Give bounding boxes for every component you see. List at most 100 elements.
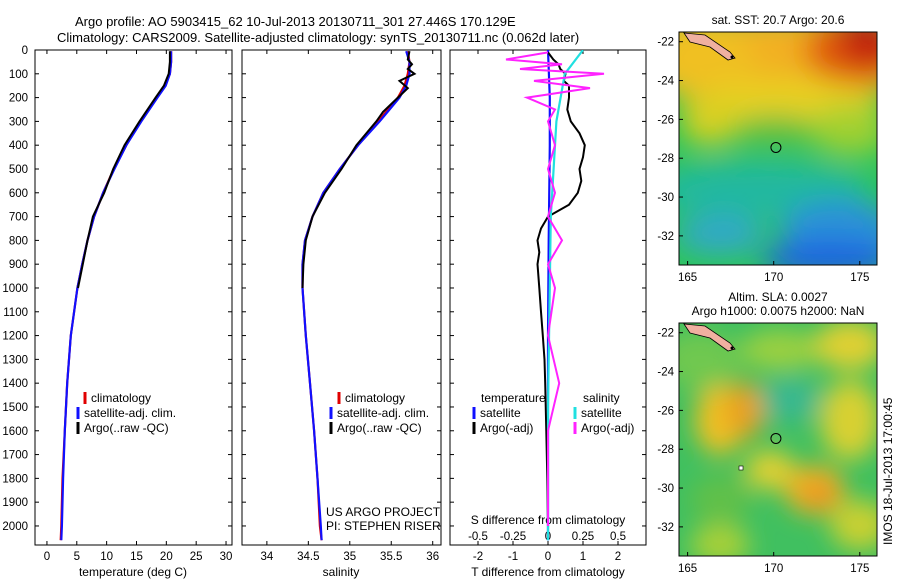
sst-map [679, 32, 877, 265]
series-line-satellite-adj-clim- [60, 51, 173, 541]
profile-curves [59, 50, 605, 541]
depth-tick-label: 1200 [2, 331, 28, 343]
legend-temperature: climatology satellite-adj. clim. Argo(..… [76, 391, 176, 435]
depth-tick-label: 2000 [2, 521, 28, 533]
series-line-satellite-adj-clim- [301, 50, 411, 541]
x-tick-label: 25 [190, 551, 203, 563]
map-y-tick-label: -28 [657, 444, 674, 456]
salinity-profile-panel [241, 49, 442, 546]
map-y-tick-label: -26 [657, 114, 674, 126]
legend-differences: temperature satellite Argo(-adj) salinit… [472, 391, 634, 435]
sst-map-axes: 165 170 175 -22 -24 -26 -28 -30 -32 [657, 37, 869, 284]
map-y-tick-label: -26 [657, 405, 674, 417]
sla-map-title: Altim. SLA: 0.0027 [728, 290, 828, 304]
map-y-tick-label: -28 [657, 153, 674, 165]
legend-climatology: climatology [91, 391, 151, 405]
legend-salinity: climatology satellite-adj. clim. Argo(..… [329, 391, 429, 435]
map-x-tick-label: 170 [764, 272, 783, 284]
map-y-tick-label: -32 [657, 231, 674, 243]
depth-tick-label: 1700 [2, 450, 28, 462]
series-line-argo-raw-qc- [77, 51, 171, 289]
legend-t-argo: Argo(-adj) [480, 421, 533, 435]
temperature-profile-panel [34, 49, 233, 546]
map-x-tick-label: 165 [678, 563, 697, 575]
x-tick-label: 30 [220, 551, 233, 563]
depth-tick-label: 300 [9, 116, 28, 128]
depth-axis-labels: 0 100 200 300 400 500 600 700 800 900 1000 1100 1200… [2, 45, 646, 533]
depth-tick-label: 500 [9, 164, 28, 176]
figure-title-line1: Argo profile: AO 5903415_62 10-Jul-2013 … [75, 14, 516, 29]
pi-credit: PI: STEPHEN RISER [326, 519, 441, 533]
depth-tick-label: 200 [9, 93, 28, 105]
map-y-tick-label: -24 [657, 76, 674, 88]
map-y-tick-label: -32 [657, 522, 674, 534]
legend-s-argo: Argo(-adj) [581, 421, 634, 435]
depth-tick-label: 400 [9, 140, 28, 152]
depth-tick-label: 1000 [2, 283, 28, 295]
map-y-tick-label: -30 [657, 483, 674, 495]
map-y-tick-label: -22 [657, 328, 674, 340]
x-tick-label: 20 [160, 551, 173, 563]
sla-map-axes: 165 170 175 -22 -24 -26 -28 -30 -32 [657, 328, 869, 575]
legend-satellite-adj: satellite-adj. clim. [84, 406, 176, 420]
x-tick-label: 1 [580, 551, 586, 563]
depth-tick-label: 1300 [2, 354, 28, 366]
temperature-axis-label: temperature (deg C) [79, 565, 187, 579]
sst-map-title: sat. SST: 20.7 Argo: 20.6 [712, 13, 845, 27]
depth-tick-label: 1400 [2, 378, 28, 390]
imos-timestamp: IMOS 18-Jul-2013 17:00:45 [881, 397, 895, 545]
legend-satellite-adj: satellite-adj. clim. [337, 406, 429, 420]
s-diff-tick-label: 0.25 [572, 531, 594, 543]
legend-argo-raw: Argo(..raw -QC) [337, 421, 422, 435]
depth-tick-label: 700 [9, 212, 28, 224]
depth-tick-label: 600 [9, 188, 28, 200]
x-tick-label: -1 [508, 551, 518, 563]
depth-tick-label: 1600 [2, 426, 28, 438]
depth-tick-label: 800 [9, 235, 28, 247]
x-tick-label: 35.5 [380, 551, 402, 563]
map-y-tick-label: -22 [657, 37, 674, 49]
depth-tick-label: 1100 [3, 307, 28, 319]
depth-tick-label: 0 [22, 45, 28, 57]
salinity-axis-ticks: 34 34.5 35 35.5 36 [260, 50, 439, 563]
x-tick-label: 15 [130, 551, 143, 563]
series-line-temperature-argo-adj- [536, 51, 586, 527]
series-line-argo-raw-qc- [301, 50, 417, 289]
x-tick-label: 34 [260, 551, 273, 563]
temperature-axis-ticks: 0 5 10 15 20 25 30 [44, 50, 233, 563]
map-x-tick-label: 165 [678, 272, 697, 284]
figure-title-line2: Climatology: CARS2009. Satellite-adjuste… [57, 30, 579, 45]
series-line-salinity-argo-adj- [505, 51, 605, 526]
legend-argo-raw: Argo(..raw -QC) [84, 421, 169, 435]
x-tick-label: 35 [343, 551, 356, 563]
t-difference-axis-ticks: -2 -1 0 1 2 [473, 50, 621, 563]
x-tick-label: 0 [545, 551, 551, 563]
legend-climatology: climatology [345, 391, 405, 405]
s-diff-tick-label: -0.25 [500, 531, 526, 543]
depth-tick-label: 1500 [2, 402, 28, 414]
t-difference-axis-label: T difference from climatology [471, 565, 625, 579]
depth-tick-label: 900 [9, 259, 28, 271]
legend-salinity-header: salinity [583, 391, 620, 405]
legend-s-satellite: satellite [581, 406, 622, 420]
sla-map-subtitle: Argo h1000: 0.0075 h2000: NaN [692, 304, 865, 318]
x-tick-label: 0 [44, 551, 50, 563]
x-tick-label: 10 [100, 551, 113, 563]
map-x-tick-label: 170 [764, 563, 783, 575]
x-tick-label: 34.5 [297, 551, 319, 563]
depth-tick-label: 100 [9, 69, 28, 81]
s-diff-tick-label: -0.5 [468, 531, 488, 543]
argo-position-marker [770, 141, 782, 153]
project-credit: US ARGO PROJECT [326, 505, 441, 519]
legend-temperature-header: temperature [481, 391, 546, 405]
s-diff-tick-label: 0.5 [610, 531, 626, 543]
argo-position-marker [770, 432, 782, 444]
salinity-axis-label: salinity [323, 565, 360, 579]
x-tick-label: 36 [426, 551, 439, 563]
map-x-tick-label: 175 [850, 563, 869, 575]
map-y-tick-label: -30 [657, 192, 674, 204]
series-line-climatology [301, 51, 411, 541]
legend-t-satellite: satellite [480, 406, 521, 420]
x-tick-label: 2 [615, 551, 621, 563]
